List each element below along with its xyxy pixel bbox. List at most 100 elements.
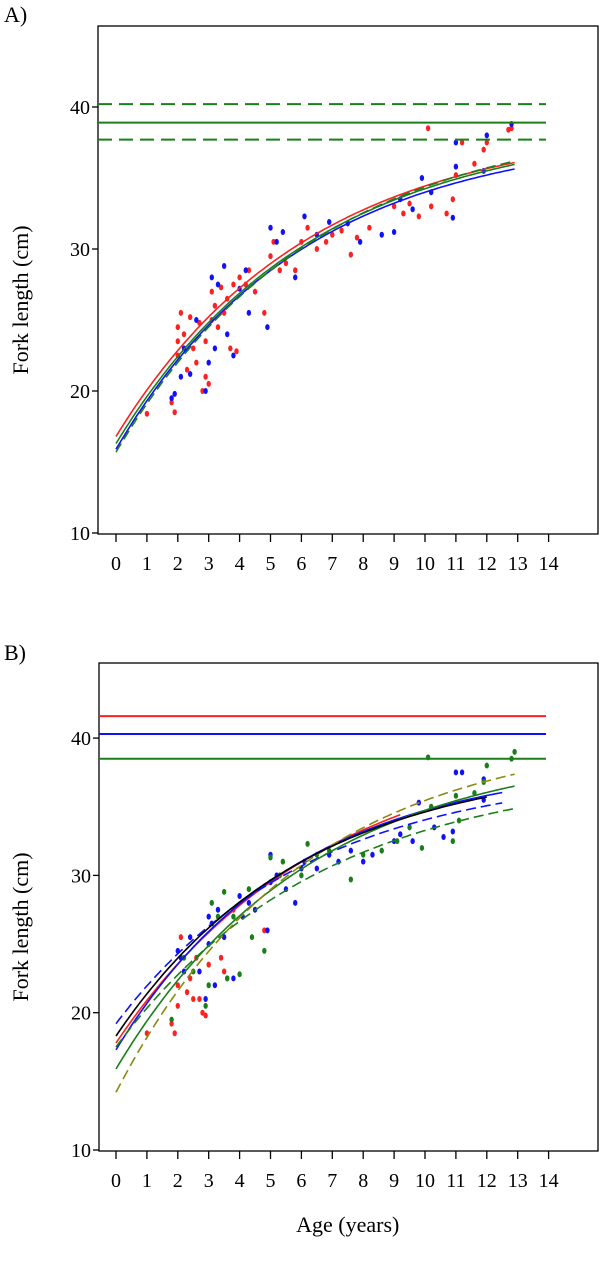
data-point-red <box>215 324 221 331</box>
data-point-red <box>194 359 199 366</box>
y-tick-label: 40 <box>71 728 91 750</box>
data-point-blue <box>293 899 298 906</box>
data-point-blue <box>206 913 211 920</box>
data-point-blue <box>302 213 307 220</box>
data-point-green <box>407 824 412 831</box>
data-point-red <box>323 238 329 245</box>
data-point-blue <box>215 906 221 913</box>
x-tick-label: 14 <box>539 1170 559 1192</box>
data-point-red <box>228 345 233 352</box>
x-tick-label: 12 <box>477 553 497 575</box>
y-axis-title: Fork length (cm) <box>8 225 33 374</box>
growth-curve <box>115 168 515 450</box>
data-point-red <box>181 331 187 338</box>
data-point-red <box>231 281 236 288</box>
data-point-red <box>268 253 273 260</box>
x-tick-label: 2 <box>173 553 183 575</box>
data-point-blue <box>398 831 403 838</box>
data-point-red <box>305 224 310 231</box>
data-point-red <box>401 210 406 217</box>
data-point-blue <box>357 238 363 245</box>
x-tick-label: 3 <box>204 553 214 575</box>
data-point-red <box>184 989 190 996</box>
panel-label: B) <box>4 640 26 665</box>
data-point-blue <box>453 769 459 776</box>
data-point-blue <box>243 267 248 274</box>
data-point-blue <box>274 238 279 245</box>
data-point-blue <box>391 228 397 235</box>
data-point-green <box>225 975 230 982</box>
data-point-red <box>339 227 344 234</box>
data-point-blue <box>203 388 208 394</box>
x-tick-label: 8 <box>358 553 368 575</box>
x-axis-title: Age (years) <box>296 1212 399 1237</box>
x-tick-label: 1 <box>142 553 152 575</box>
data-point-blue <box>237 892 242 899</box>
data-point-green <box>453 792 459 799</box>
data-point-green <box>379 847 384 854</box>
x-tick-label: 12 <box>477 1170 497 1192</box>
data-point-green <box>262 947 267 954</box>
x-tick-label: 1 <box>142 1170 152 1192</box>
data-point-red <box>428 203 434 210</box>
data-point-red <box>416 213 422 220</box>
data-point-red <box>283 260 289 267</box>
data-point-red <box>144 410 150 417</box>
x-tick-label: 13 <box>508 1170 528 1192</box>
x-tick-label: 6 <box>296 553 306 575</box>
data-point-red <box>175 1002 180 1009</box>
data-point-blue <box>441 833 446 840</box>
y-tick-label: 40 <box>70 97 90 119</box>
data-point-red <box>178 309 184 316</box>
data-point-green <box>456 817 462 824</box>
data-point-red <box>348 251 354 258</box>
data-point-blue <box>268 224 273 231</box>
x-tick-label: 11 <box>446 1170 465 1192</box>
data-point-blue <box>187 370 193 377</box>
data-point-red <box>218 284 224 291</box>
data-point-red <box>209 288 214 295</box>
data-point-green <box>203 1002 208 1009</box>
data-point-blue <box>453 139 459 146</box>
x-tick-label: 4 <box>235 553 245 575</box>
data-point-red <box>200 388 205 394</box>
data-point-green <box>206 982 211 989</box>
data-point-red <box>314 246 320 252</box>
data-point-blue <box>379 231 384 238</box>
data-point-green <box>169 1016 174 1023</box>
data-point-blue <box>212 982 218 989</box>
data-point-red <box>169 1020 174 1027</box>
data-point-red <box>191 995 196 1002</box>
data-point-green <box>280 858 286 865</box>
data-point-blue <box>280 228 286 235</box>
x-tick-label: 7 <box>327 553 337 575</box>
data-point-blue <box>265 927 270 934</box>
data-point-blue <box>265 324 270 331</box>
data-point-blue <box>246 309 252 316</box>
data-point-red <box>197 995 202 1002</box>
data-point-red <box>391 203 397 210</box>
data-point-blue <box>225 331 230 338</box>
data-point-red <box>178 934 184 941</box>
data-point-red <box>175 982 180 989</box>
data-point-blue <box>450 214 456 221</box>
data-point-red <box>184 366 190 373</box>
data-point-red <box>218 954 224 961</box>
data-point-blue <box>453 163 459 170</box>
growth-curve <box>115 160 515 453</box>
data-point-green <box>209 899 214 906</box>
data-point-blue <box>459 769 465 776</box>
data-point-blue <box>212 345 218 352</box>
data-point-green <box>512 748 517 755</box>
y-tick-label: 30 <box>71 865 91 887</box>
y-tick-label: 10 <box>70 523 90 545</box>
data-point-red <box>187 314 193 321</box>
data-point-red <box>203 1012 208 1019</box>
data-point-red <box>425 125 431 132</box>
data-point-blue <box>209 274 214 281</box>
x-tick-label: 9 <box>389 1170 399 1192</box>
growth-curve <box>115 802 503 1025</box>
data-point-blue <box>246 899 252 906</box>
growth-curve <box>115 163 515 444</box>
